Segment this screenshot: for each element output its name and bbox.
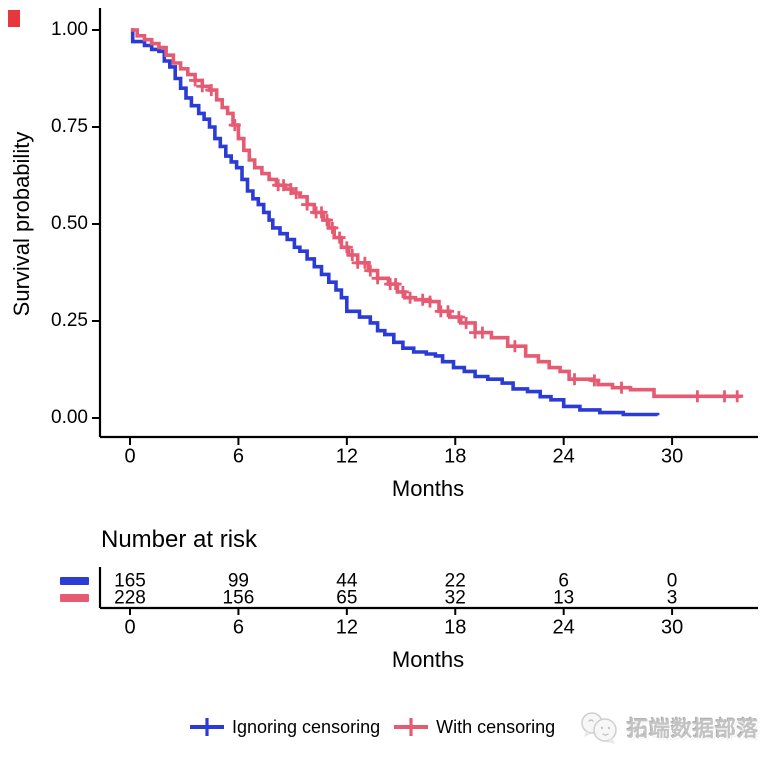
- risk-x-tick-label: 6: [232, 616, 244, 639]
- risk-count: 32: [444, 587, 466, 609]
- risk-x-tick-label: 30: [660, 616, 684, 639]
- legend-label: With censoring: [436, 716, 556, 737]
- risk-count: 0: [666, 570, 678, 592]
- risk-x-axis-title: Months: [391, 647, 465, 672]
- y-tick-label: 0.00: [51, 407, 88, 428]
- risk-count: 156: [222, 587, 255, 609]
- y-tick-label: 0.75: [51, 116, 88, 137]
- legend-item-with-censoring: With censoring: [393, 715, 555, 739]
- x-tick-label: 6: [232, 445, 244, 468]
- risk-count: 165: [114, 570, 146, 592]
- risk-x-tick-label: 24: [552, 616, 575, 639]
- risk-table-title: Number at risk: [101, 526, 258, 553]
- survival-curve: [130, 28, 660, 417]
- risk-count: 13: [553, 587, 575, 609]
- risk-count: 6: [558, 570, 569, 592]
- x-tick-label: 0: [124, 445, 136, 468]
- watermark-logo-icon: [581, 712, 617, 744]
- legend-label: Ignoring censoring: [232, 716, 381, 737]
- x-tick-label: 18: [444, 445, 467, 468]
- risk-row-swatch-ignoring-censoring: [60, 577, 89, 585]
- legend-item-ignoring-censoring: Ignoring censoring: [189, 715, 380, 739]
- risk-x-tick-label: 0: [124, 616, 136, 639]
- risk-count: 228: [114, 587, 146, 609]
- risk-count: 3: [666, 587, 678, 609]
- y-tick-label: 1.00: [51, 19, 88, 40]
- risk-x-tick-label: 18: [444, 616, 467, 639]
- y-tick-label: 0.50: [51, 213, 88, 234]
- risk-count: 65: [336, 587, 358, 609]
- risk-count: 44: [336, 570, 358, 592]
- risk-row-swatch-with-censoring: [60, 594, 89, 602]
- legend-key-line-plus-icon: [394, 718, 429, 736]
- y-tick-label: 0.25: [51, 310, 88, 331]
- legend-key-line-plus-icon: [190, 718, 224, 736]
- watermark-text: 拓端数据部落: [627, 718, 759, 741]
- x-tick-label: 30: [660, 445, 684, 468]
- risk-count: 99: [227, 570, 249, 592]
- x-axis-title: Months: [391, 476, 465, 501]
- risk-count: 22: [444, 570, 466, 592]
- x-tick-label: 12: [335, 445, 358, 468]
- watermark: 拓端数据部落: [579, 703, 759, 753]
- risk-x-tick-label: 12: [335, 616, 358, 639]
- x-tick-label: 24: [552, 445, 575, 468]
- corner-red-mark: [8, 10, 20, 27]
- plot-legend: Ignoring censoring With censoring: [189, 712, 555, 742]
- y-axis-title: Survival probability: [9, 131, 34, 317]
